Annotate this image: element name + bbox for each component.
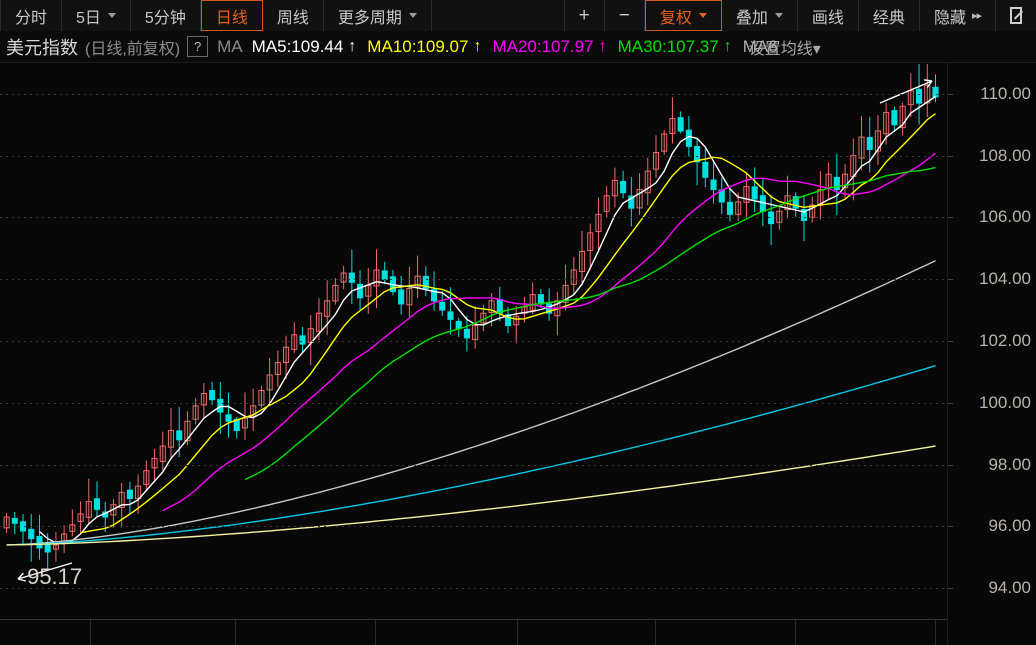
y-axis-label-7: 96.00: [988, 516, 1031, 536]
toolbar-button-label: 经典: [872, 9, 905, 27]
gridline-0: [0, 93, 947, 95]
toolbar-button-left-3[interactable]: 日线: [200, 0, 263, 31]
price-axis[interactable]: 110.00 108.00 106.00 104.00 102.00 100.00 98.0…: [947, 63, 1036, 644]
gridline-1: [0, 155, 947, 157]
gridline-4: [0, 341, 947, 342]
gridline-7: [0, 526, 947, 528]
toolbar-button-label: 叠加: [735, 9, 768, 27]
toolbar-button-label: 复权: [659, 9, 692, 27]
gridline-5: [0, 402, 947, 404]
double-chevron-right-icon: ▸▸: [971, 10, 982, 22]
ma-trend-arrow-2: ↑: [598, 37, 607, 55]
x-axis-tick-3: [517, 620, 518, 645]
toolbar-button-left-4[interactable]: 周线: [263, 0, 324, 31]
toolbar-button-label: −: [618, 5, 630, 26]
gridline-6: [0, 464, 947, 466]
toolbar-button-right-1[interactable]: −: [605, 0, 645, 31]
time-axis: [0, 619, 947, 645]
fullscreen-button[interactable]: [996, 0, 1036, 31]
ma-legend-4: MA6: [742, 36, 778, 56]
ma-legend-0: MA5:109.44: [251, 36, 344, 56]
ma-line-MA5: [39, 95, 936, 545]
y-axis-tick-6: [948, 464, 953, 466]
y-axis-label-0: 110.00: [980, 83, 1031, 103]
indicator-infobar: 美元指数 (日线,前复权) ? MA MA5:109.44 ↑ MA10:109.0…: [0, 31, 1036, 63]
ma-legend-3: MA30:107.37: [617, 36, 719, 56]
ma-trend-arrow-3: ↑: [723, 37, 732, 55]
ma-group-label: MA: [217, 36, 243, 56]
ma-trend-arrow-1: ↑: [473, 37, 482, 55]
instrument-subtitle: (日线,前复权): [85, 40, 181, 58]
ma-legend-2: MA20:107.97: [492, 36, 594, 56]
chevron-down-icon: [698, 13, 707, 18]
toolbar-button-label: 更多周期: [337, 9, 402, 27]
toolbar-button-label: 5日: [76, 9, 101, 27]
toolbar-button-label: 画线: [811, 9, 844, 27]
y-axis-tick-5: [948, 402, 953, 404]
y-axis-tick-2: [948, 217, 953, 219]
period-toolbar: 分时 5日 5分钟 日线 周线 更多周期 + − 复权 叠加 画线 经典 隐藏 ▸▸: [0, 0, 1036, 32]
set-ma-button[interactable]: 设置均线▾: [749, 35, 821, 59]
low-price-annotation: 95.17: [27, 563, 83, 589]
y-axis-tick-4: [948, 341, 953, 342]
y-axis-tick-7: [948, 526, 953, 528]
x-axis-tick-2: [375, 620, 376, 645]
toolbar-button-right-4[interactable]: 画线: [798, 0, 859, 31]
toolbar-button-right-0[interactable]: +: [563, 0, 605, 31]
ma-line-MA250: [6, 445, 936, 546]
chevron-down-icon: [774, 13, 783, 18]
chart-area[interactable]: 110.28 95.17 110.00 108.00 106.00 104.00 102…: [0, 63, 1036, 645]
toolbar-button-label: 5分钟: [144, 9, 186, 27]
instrument-name: 美元指数: [6, 37, 78, 58]
toolbar-button-left-0[interactable]: 分时: [0, 0, 63, 31]
x-axis-tick-6: [935, 620, 936, 645]
toolbar-button-left-1[interactable]: 5日: [62, 0, 131, 31]
y-axis-tick-0: [948, 93, 953, 95]
gridline-8: [0, 588, 947, 590]
toolbar-button-right-5[interactable]: 经典: [859, 0, 920, 31]
x-axis-tick-0: [90, 620, 91, 645]
y-axis-label-1: 108.00: [979, 145, 1031, 165]
y-axis-tick-1: [948, 155, 953, 157]
x-axis-tick-1: [235, 620, 236, 645]
x-axis-tick-4: [655, 620, 656, 645]
fullscreen-icon: [1010, 7, 1024, 24]
toolbar-button-label: 周线: [276, 9, 309, 27]
ma-line-MA20: [162, 152, 936, 512]
y-axis-label-8: 94.00: [988, 578, 1031, 598]
toolbar-button-label: 分时: [15, 9, 48, 27]
toolbar-button-right-6[interactable]: 隐藏 ▸▸: [920, 0, 996, 31]
toolbar-button-left-5[interactable]: 更多周期: [324, 0, 432, 31]
y-axis-label-4: 102.00: [979, 331, 1031, 350]
toolbar-spacer: [432, 0, 564, 31]
toolbar-button-label: 日线: [215, 9, 248, 27]
y-axis-tick-8: [948, 588, 953, 590]
chevron-down-icon: ▾: [812, 40, 821, 58]
ma-line-MA120: [6, 365, 936, 546]
ma-line-MA30: [244, 166, 936, 481]
ma-line-MA10: [80, 113, 936, 534]
gridline-3: [0, 279, 947, 281]
toolbar-button-label: +: [578, 5, 590, 26]
set-ma-label: 设置均线: [748, 40, 813, 58]
y-axis-label-6: 98.00: [988, 454, 1031, 474]
price-series-svg: [3, 64, 939, 582]
chevron-down-icon: [408, 13, 417, 18]
toolbar-button-left-2[interactable]: 5分钟: [131, 0, 201, 31]
toolbar-button-right-2[interactable]: 复权: [644, 0, 722, 31]
ma-legend-1: MA10:109.07: [367, 36, 469, 56]
gridline-2: [0, 217, 947, 219]
chevron-down-icon: [107, 13, 116, 18]
toolbar-button-right-3[interactable]: 叠加: [722, 0, 798, 31]
y-axis-label-3: 104.00: [979, 269, 1031, 289]
price-plot[interactable]: 110.28 95.17: [0, 63, 947, 619]
x-axis-tick-5: [795, 620, 796, 645]
y-axis-label-2: 106.00: [979, 207, 1031, 227]
help-icon[interactable]: ?: [187, 36, 209, 57]
y-axis-label-5: 100.00: [979, 392, 1031, 412]
ma-trend-arrow-0: ↑: [348, 37, 357, 55]
toolbar-button-label: 隐藏: [933, 9, 966, 27]
y-axis-tick-3: [948, 279, 953, 281]
